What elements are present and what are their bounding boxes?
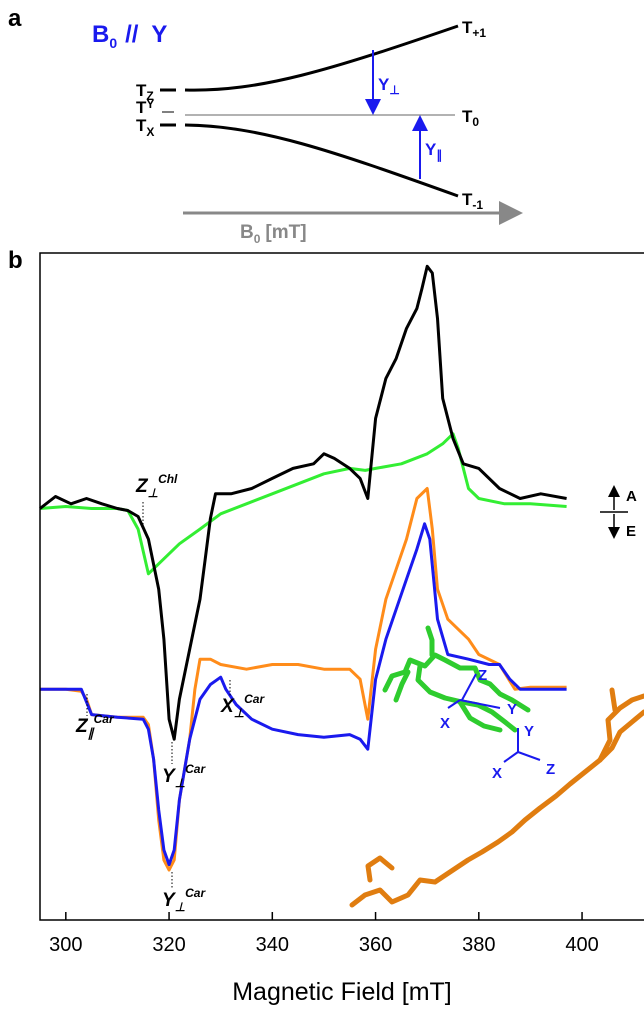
x-axis-label: Magnetic Field [mT]: [232, 978, 452, 1006]
transition-main: Y: [378, 75, 390, 94]
structure-label: X: [440, 715, 450, 732]
level-main: T: [136, 116, 147, 135]
level-main: T: [462, 107, 473, 126]
level-sub: 0: [472, 115, 479, 129]
diagram-axis-label: B0 [mT]: [240, 222, 307, 246]
field-sub: 0: [109, 35, 117, 51]
axis-sub: 0: [254, 232, 261, 246]
plot: 300 320 340 360 380 400: [40, 266, 599, 956]
structure-label: Z: [546, 761, 555, 778]
transition-label: Y⊥: [378, 75, 400, 97]
structure-label: X: [492, 765, 502, 782]
level-label: T0: [462, 107, 479, 129]
annotation-sup: Car: [94, 712, 115, 726]
annotation-guides: [87, 502, 230, 888]
annotation: Y⊥Car: [162, 762, 206, 790]
plot-frame: [40, 253, 644, 920]
panel-label: a: [8, 5, 22, 32]
annotation: X⊥Car: [220, 692, 265, 720]
field-rest: // Y: [125, 21, 167, 48]
level-sub: +1: [472, 26, 486, 40]
level-main: T: [462, 18, 473, 37]
annotation: Z∥Car: [75, 712, 115, 740]
level-sub: -1: [472, 198, 483, 212]
annotation-sup: Car: [185, 762, 206, 776]
x-tick-label: 380: [462, 934, 495, 956]
transition-sub: ⊥: [389, 83, 399, 97]
annotation-sup: Car: [185, 886, 206, 900]
annotation-sub: ⊥: [175, 900, 185, 914]
x-tick-label: 300: [49, 934, 82, 956]
annotation-sub: ⊥: [175, 776, 185, 790]
figure: a B0// Y TZ TY TX T+1 T0 T-1 Y⊥ Y∥ B0[mT…: [0, 0, 644, 1011]
annotation: Y⊥Car: [162, 886, 206, 914]
polarity-up: A: [626, 488, 637, 505]
transition-label: Y∥: [425, 140, 442, 162]
annotation-sup: Car: [244, 692, 265, 706]
structure-label: Y: [507, 701, 517, 718]
field-label: B0 // Y: [92, 21, 167, 51]
series-line: [40, 266, 567, 739]
level-sub: X: [146, 125, 154, 139]
transition-sub: ∥: [436, 148, 442, 162]
axis-rest: [mT]: [265, 222, 306, 243]
level-sub: Y: [146, 97, 154, 111]
structure-label: Z: [478, 667, 487, 684]
polarity-down: E: [626, 523, 636, 540]
annotation-sub: ⊥: [148, 486, 158, 500]
series-line: [40, 489, 567, 871]
level-label: T+1: [462, 18, 486, 40]
x-tick-label: 320: [152, 934, 185, 956]
polarity-indicator: [600, 488, 628, 536]
x-tick-label: 400: [565, 934, 598, 956]
annotation-sub: ∥: [88, 726, 96, 740]
series-line: [40, 524, 567, 865]
level-label: TX: [136, 116, 154, 139]
level-label: TY: [136, 97, 154, 117]
panel-label: b: [8, 247, 23, 274]
structure-label: Y: [524, 723, 534, 740]
annotation-sub: ⊥: [234, 706, 244, 720]
level-main: T: [462, 190, 473, 209]
series-line: [40, 434, 567, 574]
transition-main: Y: [425, 140, 437, 159]
level-main: T: [136, 98, 147, 117]
field-base: B: [92, 21, 109, 48]
level-label: T-1: [462, 190, 483, 212]
x-tick-label: 340: [256, 934, 289, 956]
x-tick-label: 360: [359, 934, 392, 956]
axis-base: B: [240, 222, 254, 243]
annotation-sup: Chl: [158, 472, 178, 486]
annotation: Z⊥Chl: [135, 472, 178, 500]
